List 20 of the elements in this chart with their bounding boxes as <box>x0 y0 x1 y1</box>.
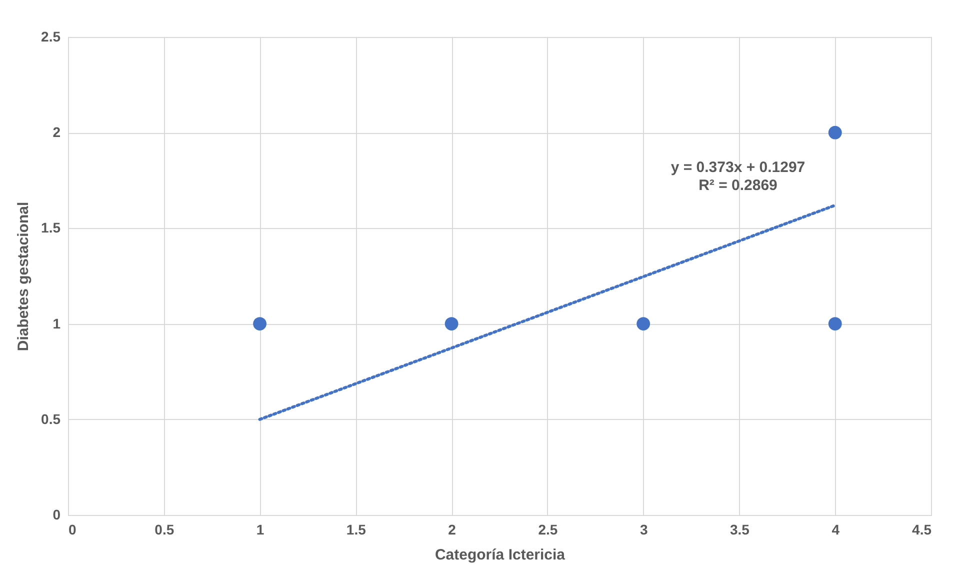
x-tick-label: 0 <box>68 522 76 538</box>
x-tick-label: 4 <box>832 522 840 538</box>
annotation: R² = 0.2869 <box>698 177 778 194</box>
y-tick-label: 1 <box>52 315 61 332</box>
x-tick-label: 4.5 <box>912 522 932 538</box>
x-tick-label: 2.5 <box>538 522 558 538</box>
x-tick-label: 1.5 <box>346 522 366 538</box>
x-tick-label: 3 <box>640 522 648 538</box>
y-tick-label: 1.5 <box>41 220 61 236</box>
y-axis-title: Diabetes gestacional <box>15 202 32 352</box>
y-tick-label: 0.5 <box>41 410 61 427</box>
x-tick-label: 3.5 <box>730 522 750 538</box>
x-axis-title: Categoría Ictericia <box>434 546 566 564</box>
y-tick-label: 2 <box>52 124 61 140</box>
y-tick-label: 0 <box>52 506 61 522</box>
x-tick-label: 2 <box>448 522 456 538</box>
x-tick-label: 1 <box>256 522 264 538</box>
y-tick-label: 2.5 <box>41 28 61 44</box>
annotation: y = 0.373x + 0.1297 <box>670 159 806 176</box>
x-tick-label: 0.5 <box>154 522 174 538</box>
